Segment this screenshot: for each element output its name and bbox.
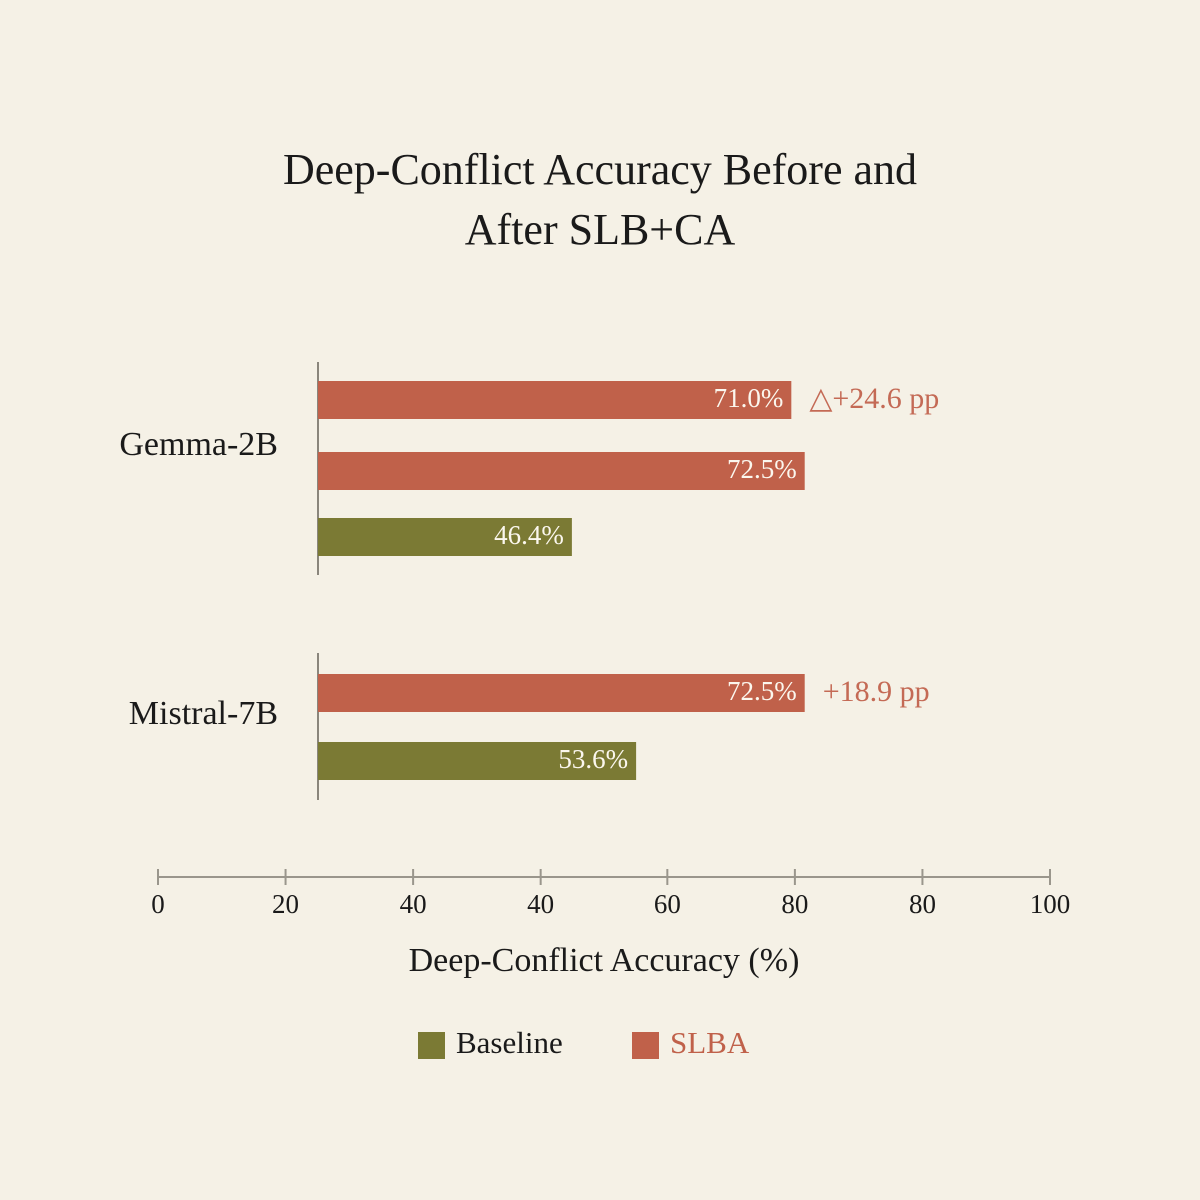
bar xyxy=(318,674,805,712)
bar-value-label: 53.6% xyxy=(558,744,628,774)
bar-value-label: 71.0% xyxy=(714,383,784,413)
bar-value-label: 72.5% xyxy=(727,454,797,484)
bar xyxy=(318,381,792,419)
title-box: Deep-Conflict Accuracy Before and After … xyxy=(0,140,1200,260)
legend-swatch xyxy=(418,1032,445,1059)
x-tick-label: 40 xyxy=(400,889,427,919)
bar xyxy=(318,452,805,490)
x-tick-label: 80 xyxy=(781,889,808,919)
legend-swatch xyxy=(632,1032,659,1059)
bar-value-label: 46.4% xyxy=(494,520,564,550)
category-label: Gemma-2B xyxy=(119,426,278,463)
x-tick-label: 0 xyxy=(151,889,165,919)
x-tick-label: 100 xyxy=(1030,889,1071,919)
x-tick-label: 40 xyxy=(527,889,554,919)
x-axis-label: Deep-Conflict Accuracy (%) xyxy=(409,942,800,979)
x-tick-label: 80 xyxy=(909,889,936,919)
chart-title: Deep-Conflict Accuracy Before and After … xyxy=(282,145,918,254)
category-label: Mistral-7B xyxy=(129,695,278,732)
delta-annotation: △+24.6 pp xyxy=(809,382,939,415)
bar xyxy=(318,742,637,780)
x-tick-label: 20 xyxy=(272,889,299,919)
legend-label: SLBA xyxy=(670,1025,750,1060)
bar-value-label: 72.5% xyxy=(727,676,797,706)
legend-label: Baseline xyxy=(456,1025,563,1060)
x-tick-label: 60 xyxy=(654,889,681,919)
bar xyxy=(318,518,572,556)
delta-annotation: +18.9 pp xyxy=(823,675,930,708)
